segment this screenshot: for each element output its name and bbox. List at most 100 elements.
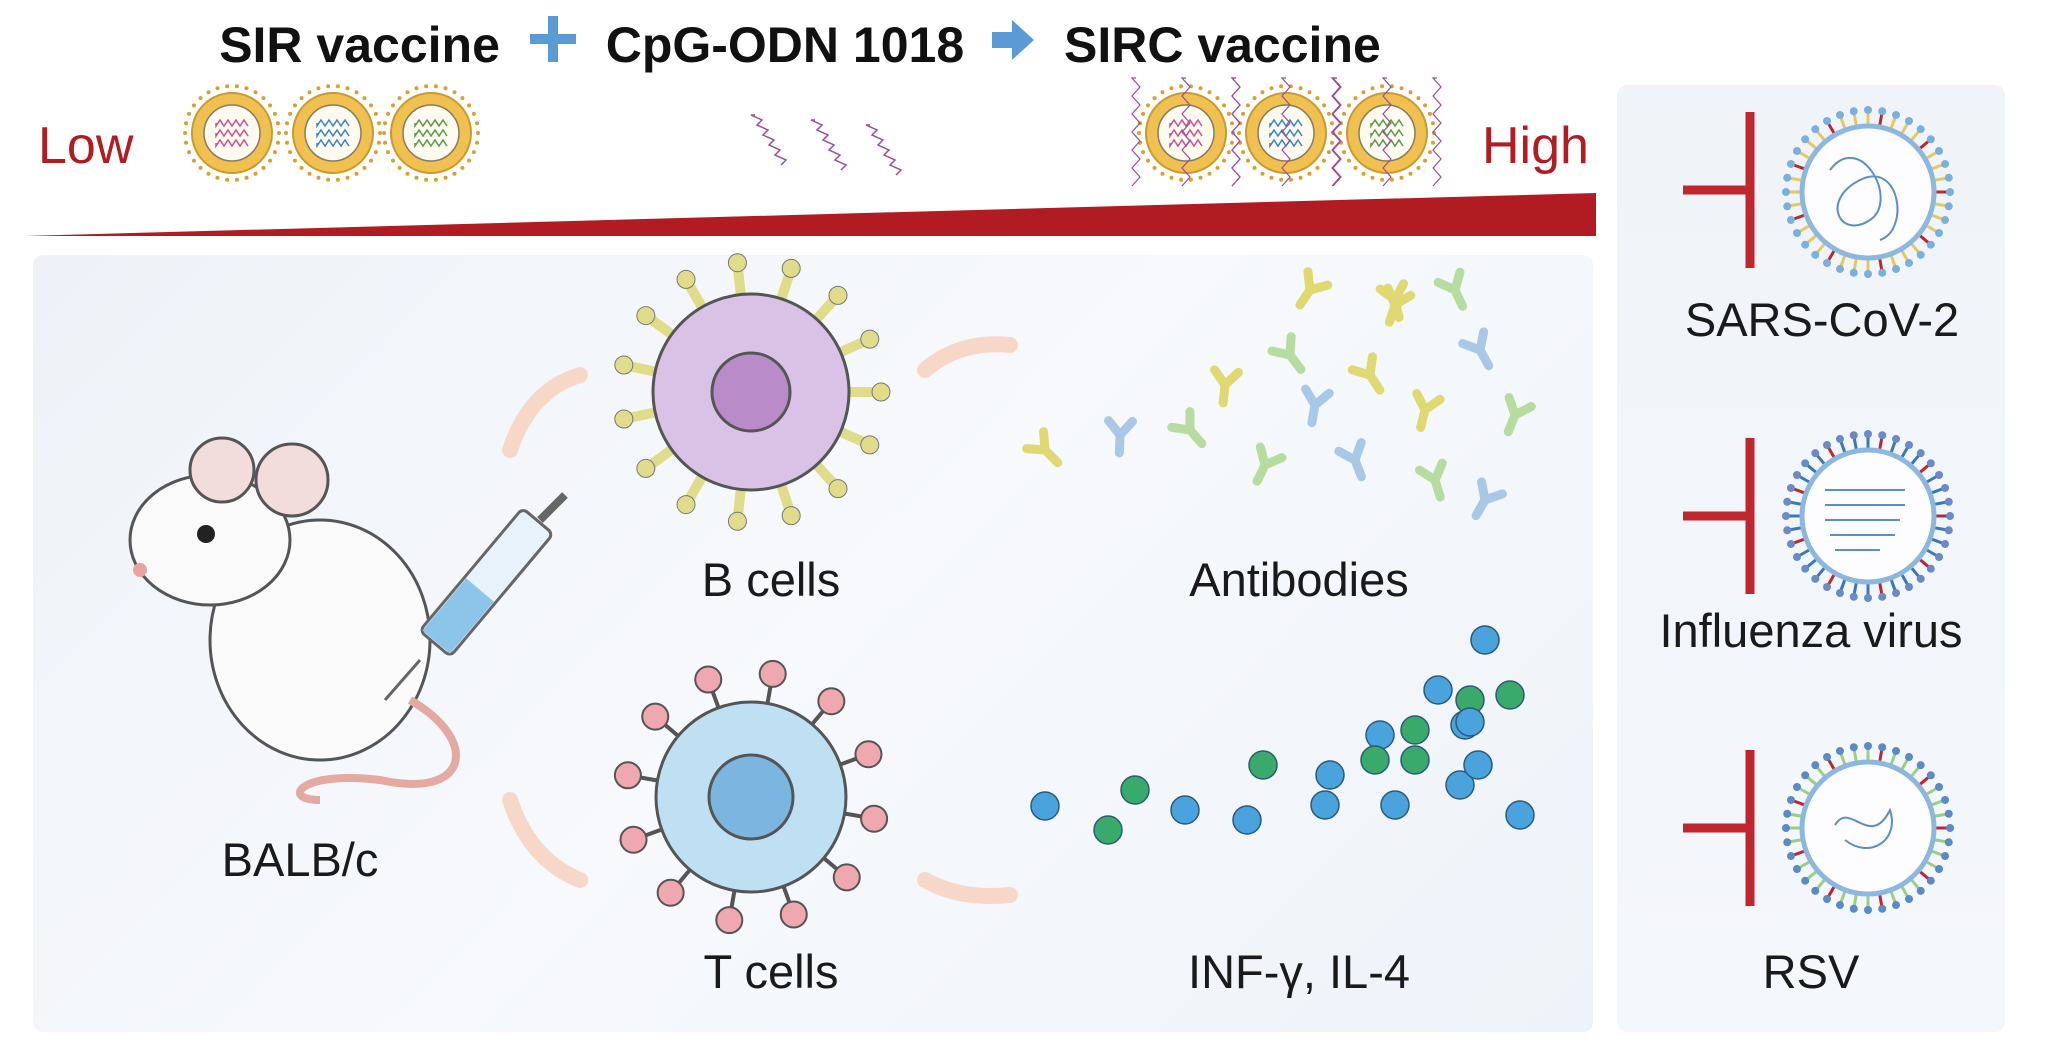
surface-dot xyxy=(253,90,258,95)
virus-spike-tip xyxy=(1926,564,1935,573)
surface-dot xyxy=(1169,175,1174,180)
virus-spike-tip xyxy=(1786,216,1795,225)
arrow-to-antibodies xyxy=(917,336,1018,378)
virus-spike-tip xyxy=(1878,904,1887,913)
surface-dot xyxy=(1322,103,1327,108)
surface-dot xyxy=(1215,96,1220,101)
sirc-liposome xyxy=(1331,77,1442,187)
virus-spike-tip xyxy=(1849,592,1858,601)
surface-dot xyxy=(1237,131,1241,135)
antibody xyxy=(1252,442,1287,486)
surface-dot xyxy=(467,158,472,163)
surface-dot xyxy=(285,140,290,145)
sirc-vaccine-label: SIRC vaccine xyxy=(1063,16,1381,73)
surface-dot xyxy=(1353,96,1358,101)
virus-spike-tip xyxy=(1905,583,1913,592)
cpg-strand xyxy=(1330,77,1341,187)
surface-dot xyxy=(1222,103,1227,108)
virus-spike-tip xyxy=(1792,229,1801,237)
virus-spike-tip xyxy=(1849,904,1858,913)
bcr-tip xyxy=(676,495,696,515)
cpg-strand xyxy=(865,124,903,176)
sir-vaccine-label: SIR vaccine xyxy=(219,16,500,73)
surface-dot xyxy=(1427,111,1432,116)
surface-dot xyxy=(390,158,395,163)
virus-spike-tip xyxy=(1783,173,1792,182)
surface-dot xyxy=(316,86,321,91)
virus-spike-tip xyxy=(1935,471,1944,479)
lipid-core xyxy=(1257,104,1315,162)
surface-dot xyxy=(378,131,382,135)
mouse-nose xyxy=(133,563,147,577)
virus-spike-tip xyxy=(1849,743,1858,752)
syringe-plunger xyxy=(537,492,568,523)
virus-spike-tip xyxy=(1835,265,1844,274)
low-label: Low xyxy=(38,117,134,175)
rna-strand xyxy=(1269,138,1303,149)
bcr-tip xyxy=(614,355,634,375)
surface-dot xyxy=(1160,171,1165,176)
tcr-tip xyxy=(758,659,787,688)
surface-dot xyxy=(326,177,331,182)
surface-dot xyxy=(1370,86,1375,91)
surface-dot xyxy=(1207,90,1212,95)
surface-dot xyxy=(383,140,388,145)
virus-spike-tip xyxy=(1878,431,1887,440)
rna-strand xyxy=(414,128,448,139)
cytokines-icon xyxy=(1030,625,1535,845)
virus-spike-tip xyxy=(1801,771,1810,780)
surface-dot xyxy=(1416,165,1421,170)
virus-spike-tip xyxy=(1823,895,1831,904)
antibody xyxy=(1414,458,1447,502)
ifn-gamma-dot xyxy=(1120,775,1150,805)
syringe-icon xyxy=(383,492,568,701)
surface-dot xyxy=(183,131,187,135)
surface-dot xyxy=(1141,111,1146,116)
surface-dot xyxy=(184,140,189,145)
surface-dot xyxy=(354,171,359,176)
rna-strand xyxy=(215,118,249,129)
virus-spike-tip xyxy=(1916,574,1925,583)
virus-spike-tip xyxy=(1786,795,1795,804)
surface-dot xyxy=(1279,177,1284,182)
cpg-strand xyxy=(810,119,848,171)
rna-strand xyxy=(1269,128,1303,139)
virus-spike-tip xyxy=(1905,752,1913,761)
tcr-tip xyxy=(779,900,808,929)
surface-dot xyxy=(1430,140,1435,145)
virus-genome xyxy=(1825,489,1905,551)
surface-dot xyxy=(1346,103,1351,108)
virus-spike-tip xyxy=(1823,752,1831,761)
il4-dot xyxy=(1463,750,1493,780)
virus-spike-tip xyxy=(1811,449,1820,458)
bcr-tip xyxy=(676,269,696,289)
virus-spike-tip xyxy=(1792,865,1801,873)
bcr-tip xyxy=(781,506,801,526)
surface-dot xyxy=(414,86,419,91)
surface-dot xyxy=(272,150,277,155)
sirc-liposome xyxy=(1130,77,1241,187)
surface-dot xyxy=(386,111,391,116)
surface-dot xyxy=(1198,86,1203,91)
surface-dot xyxy=(1145,103,1150,108)
syringe-needle xyxy=(383,659,422,701)
surface-dot xyxy=(476,131,480,135)
virus-spike-tip xyxy=(1792,783,1801,791)
surface-dot xyxy=(261,96,266,101)
influenza-virus-icon xyxy=(1782,430,1954,602)
dose-gradient-wedge xyxy=(24,193,1596,236)
surface-dot xyxy=(369,103,374,108)
target-influenza: Influenza virus xyxy=(1659,604,1963,657)
high-label: High xyxy=(1482,117,1589,175)
syringe-fluid xyxy=(422,578,494,654)
ifn-gamma-dot xyxy=(1400,745,1430,775)
virus-spike-tip xyxy=(1786,540,1795,549)
virus-spike-tip xyxy=(1783,809,1792,818)
surface-dot xyxy=(1160,90,1165,95)
virus-spike-tip xyxy=(1892,434,1901,443)
virus-spike-tip xyxy=(1835,589,1844,598)
virus-spike-tip xyxy=(1926,240,1935,249)
surface-dot xyxy=(288,150,293,155)
surface-dot xyxy=(1307,90,1312,95)
surface-dot xyxy=(1152,96,1157,101)
